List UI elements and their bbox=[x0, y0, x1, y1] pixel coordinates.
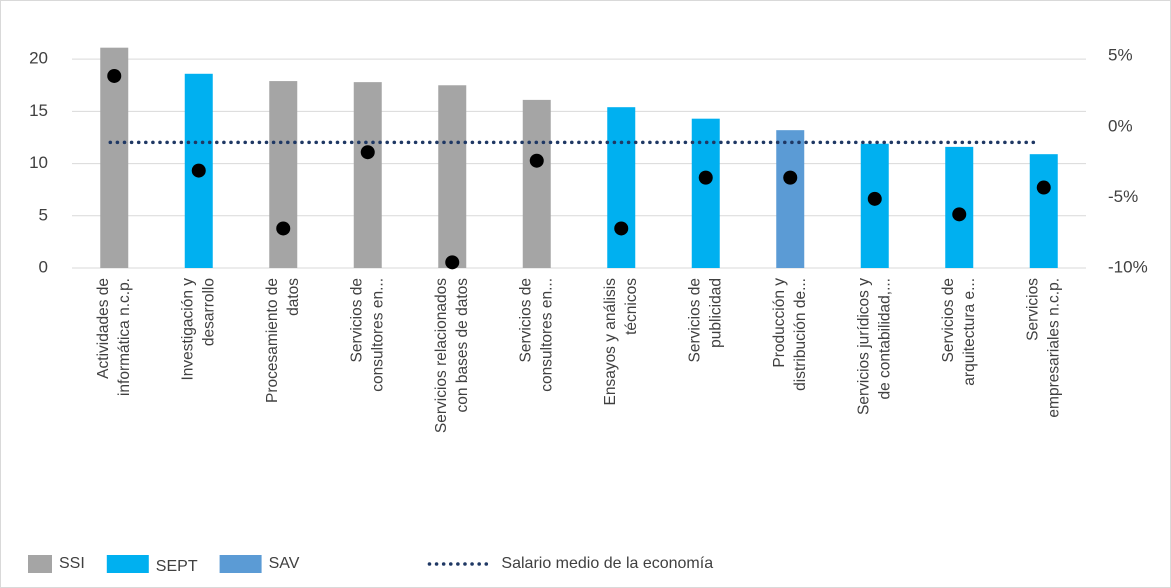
legend-swatch bbox=[219, 555, 262, 573]
dot bbox=[191, 163, 206, 178]
bar bbox=[100, 47, 129, 268]
y2-tick-label: -10% bbox=[1108, 257, 1148, 276]
x-tick-label: Servicios de bbox=[940, 278, 957, 362]
x-tick-label: Servicios de bbox=[348, 278, 365, 362]
dot bbox=[614, 221, 629, 236]
x-tick-label: Servicios jurídicos y bbox=[855, 278, 872, 415]
dot bbox=[276, 221, 291, 236]
y-tick-label: 10 bbox=[29, 153, 48, 172]
legend-swatch bbox=[106, 555, 149, 573]
dot bbox=[445, 255, 460, 270]
bar bbox=[1029, 154, 1058, 268]
x-tick-label: publicidad bbox=[707, 278, 724, 348]
x-tick-label: Producción y bbox=[771, 278, 788, 368]
x-tick-label: empresariales n.c.p. bbox=[1045, 278, 1062, 418]
x-tick-label: consultores en... bbox=[538, 278, 555, 392]
x-tick-label: arquitectura e... bbox=[961, 278, 978, 386]
y-tick-label: 5 bbox=[39, 205, 48, 224]
bar bbox=[522, 99, 551, 268]
x-tick-label: Investigación y bbox=[179, 278, 196, 381]
x-tick-label: datos bbox=[285, 278, 302, 316]
dot bbox=[783, 170, 798, 185]
x-tick-label: consultores en... bbox=[369, 278, 386, 392]
y2-tick-label: 5% bbox=[1108, 46, 1133, 65]
bar bbox=[269, 81, 298, 268]
dot bbox=[107, 68, 122, 83]
y2-tick-label: 0% bbox=[1108, 116, 1133, 135]
legend-label: Salario medio de la economía bbox=[501, 555, 713, 572]
dot bbox=[952, 207, 967, 222]
legend-label: SEPT bbox=[156, 558, 198, 575]
bar bbox=[776, 130, 805, 268]
x-tick-label: Ensayos y análisis bbox=[602, 278, 619, 406]
dot bbox=[529, 153, 544, 168]
x-tick-label: técnicos bbox=[623, 278, 640, 335]
x-tick-label: Servicios bbox=[1024, 278, 1041, 341]
bar bbox=[353, 82, 382, 268]
y2-tick-label: -5% bbox=[1108, 187, 1138, 206]
x-tick-label: distribución de... bbox=[792, 278, 809, 391]
legend-label: SSI bbox=[59, 555, 85, 572]
x-tick-label: Servicios relacionados bbox=[433, 278, 450, 433]
bar bbox=[860, 143, 889, 268]
dot bbox=[1036, 180, 1051, 195]
bar bbox=[607, 107, 636, 269]
x-tick-label: con bases de datos bbox=[454, 278, 471, 413]
y-tick-label: 0 bbox=[39, 257, 48, 276]
dot bbox=[867, 191, 882, 206]
x-tick-label: desarrollo bbox=[200, 278, 217, 346]
x-tick-label: Procesamiento de bbox=[264, 278, 281, 403]
bar bbox=[438, 85, 467, 268]
y-tick-label: 15 bbox=[29, 101, 48, 120]
x-tick-label: Actividades de bbox=[95, 278, 112, 379]
dot bbox=[698, 170, 713, 185]
x-tick-label: de contabilidad,... bbox=[876, 278, 893, 400]
x-tick-label: Servicios de bbox=[686, 278, 703, 362]
x-tick-label: informática n.c.p. bbox=[116, 278, 133, 396]
y-tick-label: 20 bbox=[29, 49, 48, 68]
x-tick-label: Servicios de bbox=[517, 278, 534, 362]
dot bbox=[360, 145, 375, 160]
legend-swatch bbox=[28, 555, 52, 573]
legend-label: SAV bbox=[269, 555, 300, 572]
